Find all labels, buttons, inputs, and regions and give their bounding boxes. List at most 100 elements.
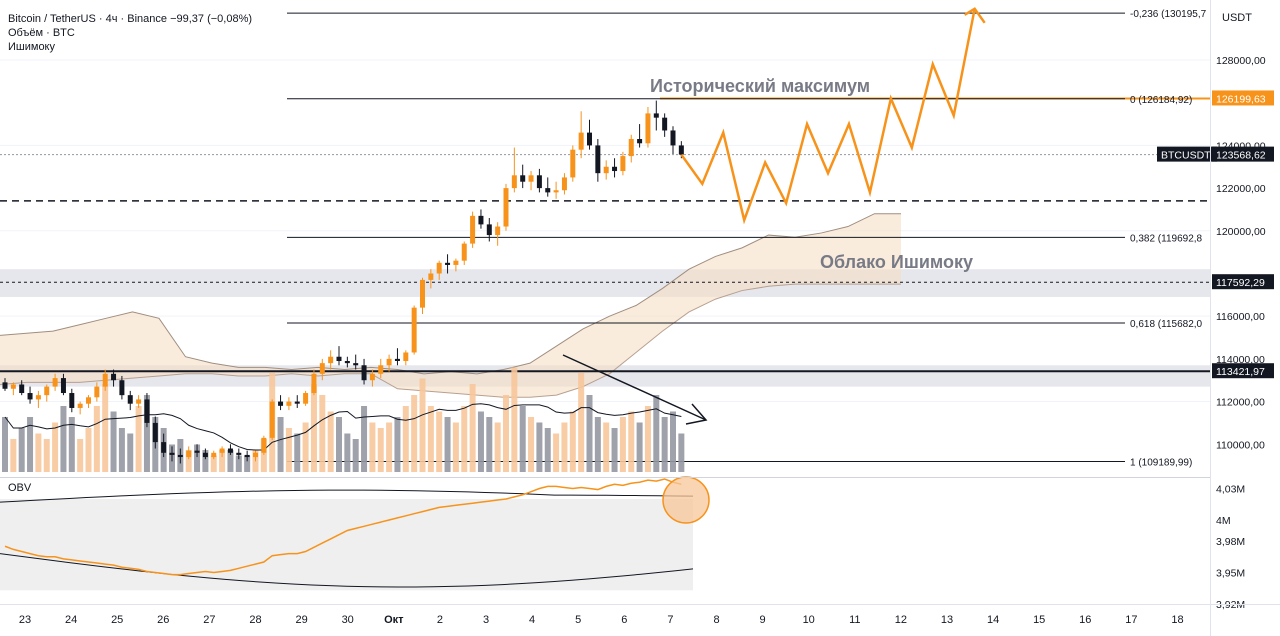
time-tick: 14	[987, 614, 999, 626]
candle-body	[19, 384, 25, 394]
fib-level-label: -0,236 (130195,7	[1130, 9, 1207, 20]
volume-bar	[18, 428, 25, 472]
fib-level-label: 1 (109189,99)	[1130, 458, 1192, 469]
candle-body	[344, 361, 350, 364]
volume-bar	[2, 417, 8, 472]
candle-body	[303, 393, 309, 404]
volume-bar	[10, 439, 17, 472]
support-zone	[0, 269, 1210, 297]
time-tick: 11	[849, 614, 860, 626]
volume-bar	[419, 378, 426, 472]
candle-body	[520, 175, 526, 182]
candle-body	[111, 373, 117, 381]
volume-bar	[43, 439, 50, 472]
obv-band-upper	[0, 489, 694, 503]
volume-bar	[411, 395, 418, 472]
candle-body	[278, 401, 284, 406]
candle-body	[311, 373, 317, 394]
cloud-fill	[0, 213, 901, 398]
volume-bar	[52, 422, 59, 472]
price-change: −99,37 (−0,08%)	[170, 13, 253, 25]
volume-bar	[327, 411, 334, 472]
last-price-tag-bg	[1212, 146, 1274, 162]
time-tick: 26	[157, 614, 169, 626]
cloud-span-b	[0, 283, 901, 398]
candle-body	[27, 393, 33, 400]
price-projection	[562, 7, 986, 425]
candle-body	[411, 307, 417, 353]
time-tick: 6	[621, 614, 627, 626]
volume-indicator-label[interactable]: Объём · BTC	[8, 27, 75, 39]
candle-body	[545, 188, 551, 193]
candle-body	[486, 224, 492, 236]
volume-bar	[553, 433, 560, 472]
volume-bar	[143, 395, 150, 472]
candle-body	[253, 452, 258, 458]
volume-bar	[319, 395, 326, 472]
time-tick: 25	[111, 614, 123, 626]
time-tick: 2	[437, 614, 443, 626]
volume-bar	[110, 411, 117, 472]
volume-bar	[528, 417, 535, 472]
candle-body	[353, 363, 359, 366]
candle-body	[553, 190, 559, 193]
time-tick: 13	[941, 614, 953, 626]
level-tag-113422-bg	[1212, 363, 1274, 379]
volume-bar	[127, 433, 134, 472]
symbol-line[interactable]: Bitcoin / TetherUS · 4ч · Binance −99,37…	[8, 12, 252, 26]
candle-body	[578, 132, 584, 150]
time-tick: 24	[65, 614, 77, 626]
obv-indicator-label[interactable]: OBV	[8, 482, 32, 494]
candle-body	[645, 113, 651, 144]
time-axis[interactable]: 23 24 25 26 27 28 29 30 Окт 2 3 4 5 6 7 8 9 10 11 12 13 14 15 1…	[19, 614, 1184, 626]
volume-bar	[444, 417, 451, 472]
obv-band	[0, 499, 693, 591]
ichimoku-indicator-label[interactable]: Ишимоку	[8, 41, 55, 53]
volume-bar	[661, 417, 668, 472]
volume-bar	[494, 422, 501, 472]
time-tick: 27	[203, 614, 215, 626]
candle-body	[403, 352, 409, 362]
volume-bar	[102, 384, 109, 472]
volume-bar	[569, 411, 576, 472]
candle-body	[119, 380, 125, 396]
volume-bar	[611, 428, 618, 472]
candle-body	[394, 358, 400, 362]
volume-bar	[436, 411, 443, 472]
candle-body	[603, 166, 609, 174]
volume-bar	[344, 433, 351, 472]
time-tick: 12	[895, 614, 907, 626]
volume-bar	[135, 406, 142, 472]
volume-bar	[210, 455, 217, 472]
volume-bar	[352, 439, 359, 472]
ath-price-tag: 126199,63	[1216, 93, 1266, 105]
candle-body	[202, 452, 208, 458]
fib-level-label: 0,618 (115682,0	[1130, 319, 1203, 330]
candle-body	[670, 130, 676, 146]
volume-bar	[219, 450, 226, 472]
volume-bar	[244, 455, 251, 472]
candle-body	[470, 215, 476, 244]
level-tag-117592: 117592,29	[1216, 277, 1265, 289]
volume-bar	[386, 422, 393, 472]
currency-label[interactable]: USDT	[1222, 12, 1252, 24]
candle-body	[453, 260, 459, 265]
volume-bar	[653, 395, 660, 472]
volume-bar	[503, 395, 509, 472]
candle-body	[587, 132, 592, 146]
volume-bar	[636, 422, 643, 472]
candle-body	[177, 454, 183, 458]
obv-tick: 3,92M	[1216, 599, 1245, 611]
volume-bar	[27, 417, 34, 472]
time-tick: 18	[1171, 614, 1183, 626]
symbol-title[interactable]: Bitcoin / TetherUS · 4ч · Binance	[8, 13, 167, 25]
volume-bar	[202, 450, 209, 472]
obv-line	[4, 478, 682, 576]
time-tick: 16	[1079, 614, 1091, 626]
volume-bar	[603, 422, 610, 472]
candle-body	[386, 358, 392, 366]
volume-bar	[586, 395, 593, 472]
divergence-arrowhead	[685, 403, 708, 425]
price-axis[interactable]: 128000,00124000,00122000,00120000,001160…	[1157, 55, 1274, 611]
